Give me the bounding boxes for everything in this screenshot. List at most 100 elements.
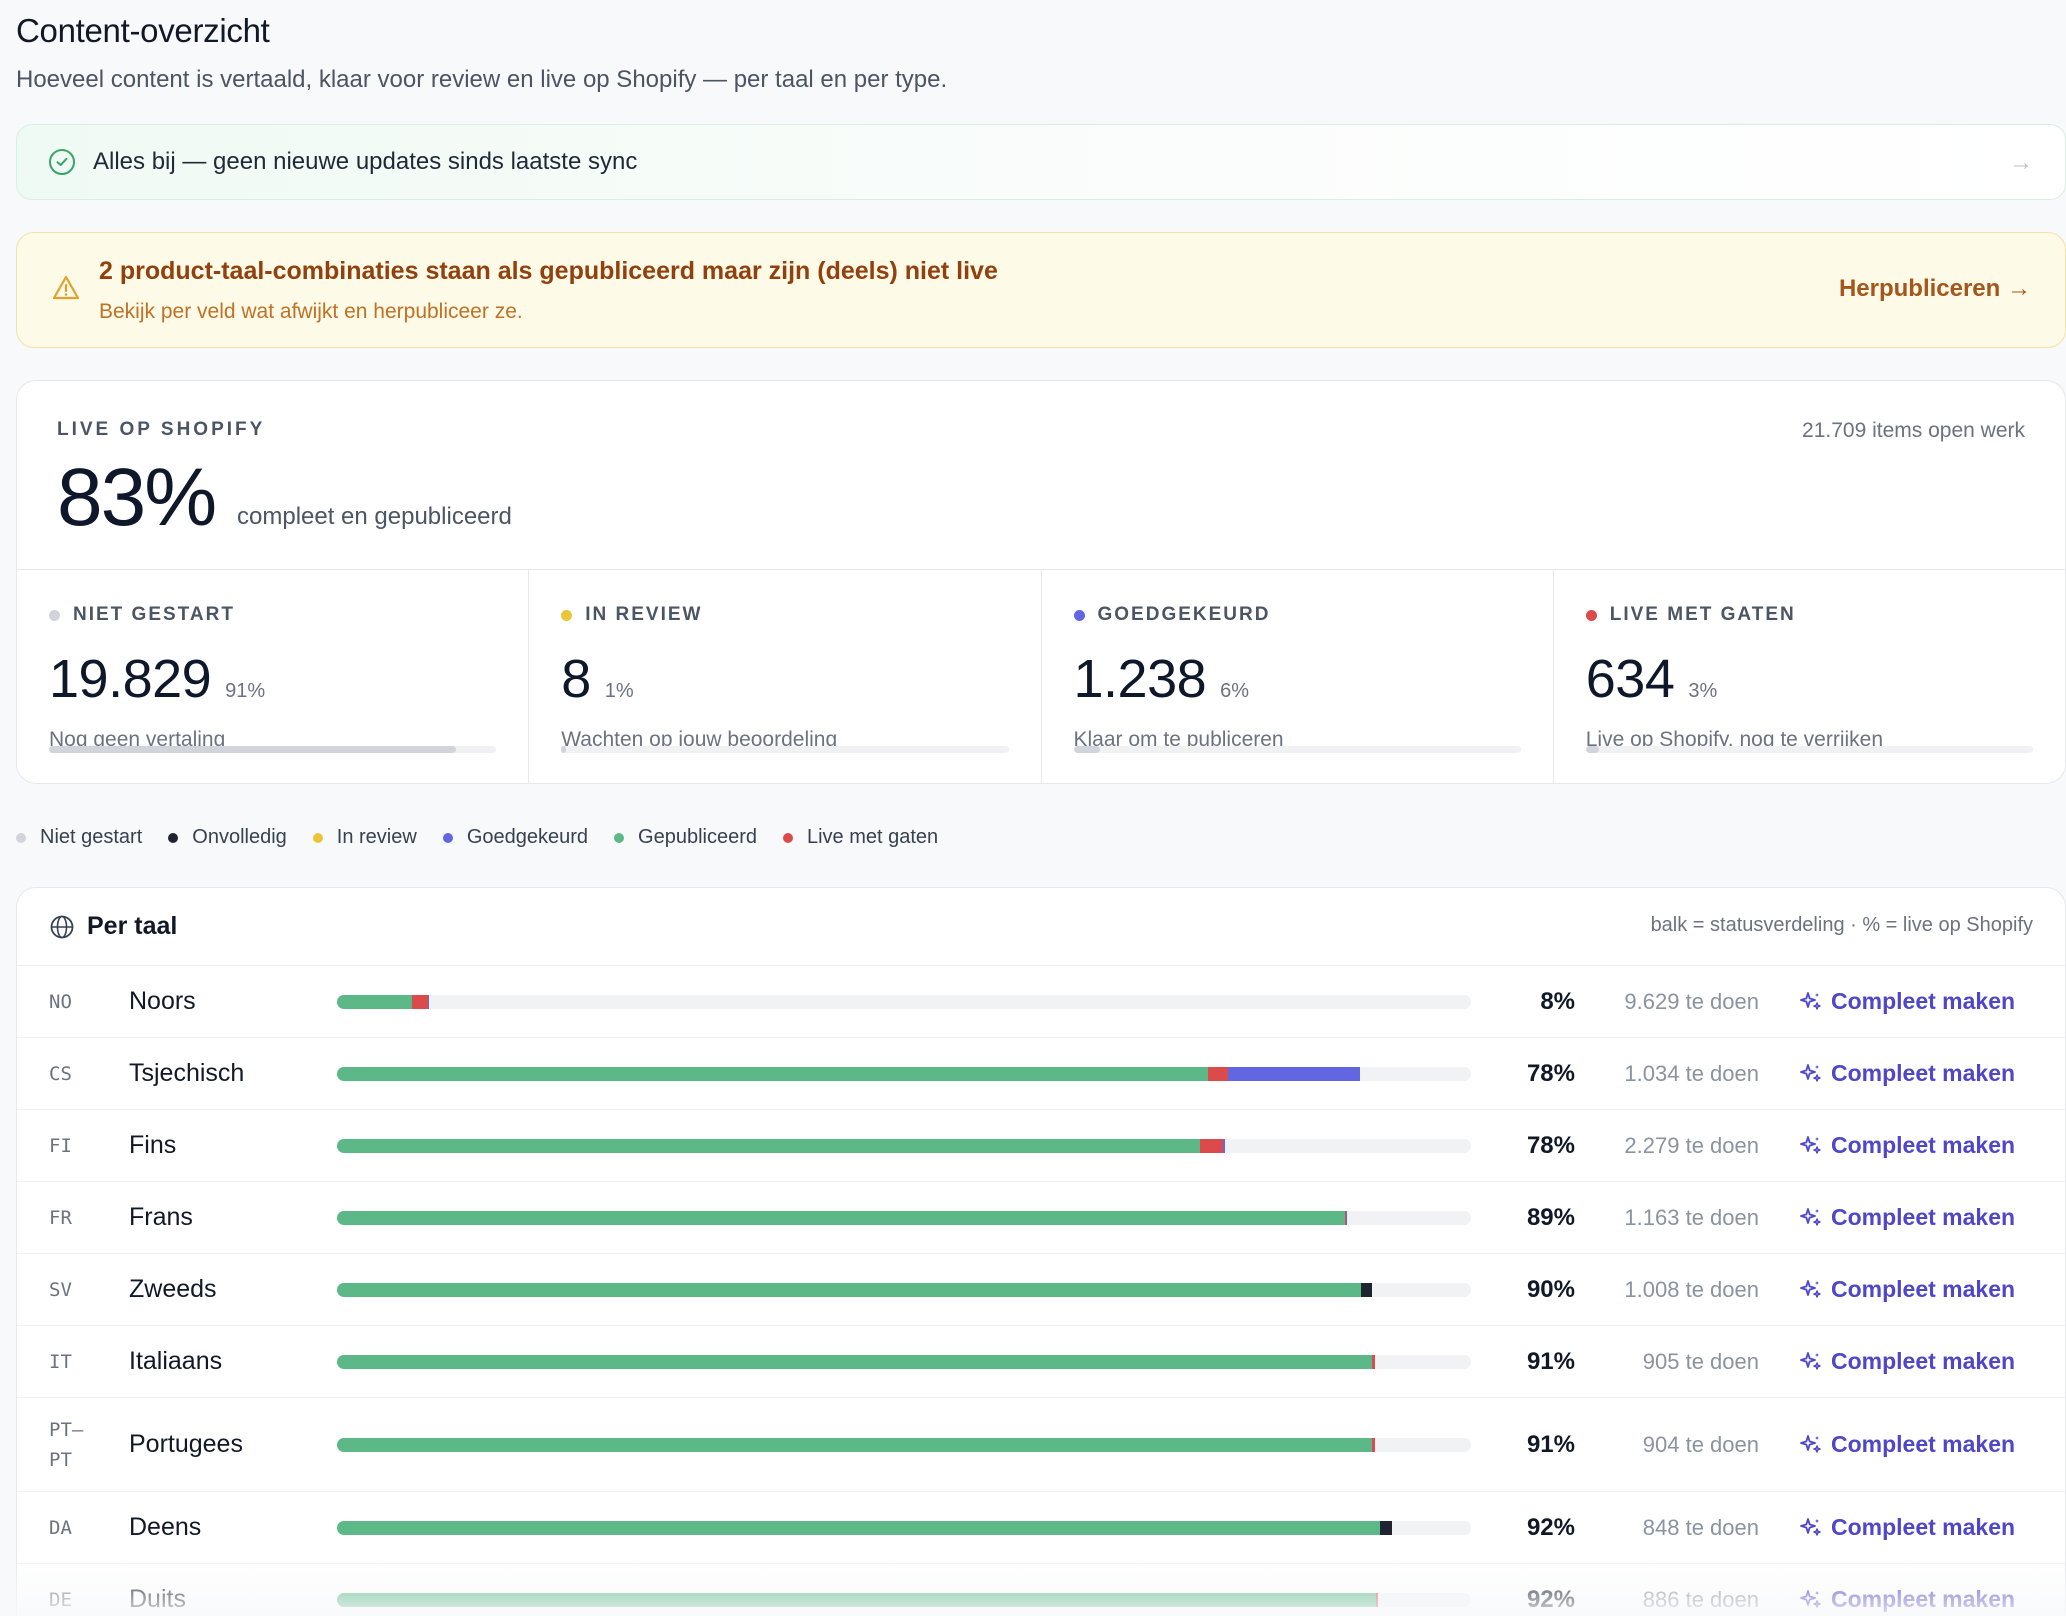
todo-count: 886 te doen — [1642, 1586, 1759, 1612]
stat-description: Nog geen vertaling — [49, 728, 226, 751]
approved-segment — [1346, 1210, 1348, 1225]
sparkle-icon — [1799, 1516, 1831, 1540]
complete-button[interactable]: Compleet maken — [1799, 1514, 2015, 1541]
complete-button[interactable]: Compleet maken — [1799, 1348, 2015, 1375]
complete-button[interactable]: Compleet maken — [1799, 1586, 2015, 1613]
status-dot-icon — [49, 609, 60, 621]
legend-label: Gepubliceerd — [638, 826, 757, 848]
complete-button-label: Compleet maken — [1831, 1204, 2016, 1230]
complete-button-label: Compleet maken — [1831, 1586, 2016, 1612]
legend-label: Onvolledig — [192, 826, 287, 848]
published-segment — [337, 994, 412, 1009]
language-name: Frans — [129, 1203, 193, 1231]
stat-number: 1.238 6% — [1074, 648, 1521, 710]
gaps-segment — [1375, 1592, 1378, 1607]
live-percentage: 78% — [1526, 1131, 1575, 1159]
legend-item: Niet gestart — [16, 826, 142, 849]
incomplete-segment — [1361, 1282, 1373, 1297]
language-code: DE — [49, 1588, 72, 1611]
complete-button[interactable]: Compleet maken — [1799, 1060, 2015, 1087]
complete-button[interactable]: Compleet maken — [1799, 1276, 2015, 1303]
stat-progress-track — [1585, 746, 2033, 753]
stat-description: Klaar om te publiceren — [1073, 728, 1284, 751]
live-on-shopify-card: LIVE OP SHOPIFY 83% compleet en gepublic… — [16, 380, 2066, 784]
complete-button[interactable]: Compleet maken — [1799, 1431, 2015, 1458]
complete-button-label: Compleet maken — [1831, 1276, 2016, 1302]
language-row: CS Tsjechisch 78% 1.034 te doen Compleet mak… — [17, 1038, 2065, 1110]
live-percentage: 78% — [1526, 1059, 1575, 1087]
stat-label: GOEDGEKEURD — [1073, 604, 1521, 626]
stat-label: NIET GESTART — [49, 604, 496, 626]
legend-item: Live met gaten — [782, 826, 938, 849]
legend-dot-icon — [168, 832, 179, 843]
stat-label-text: NIET GESTART — [73, 604, 235, 625]
language-row: FR Frans 89% 1.163 te doen Compleet maken — [17, 1182, 2065, 1254]
language-name: Tsjechisch — [129, 1059, 245, 1087]
stat-card: NIET GESTART 19.829 91% Nog geen vertaling — [17, 570, 530, 783]
per-language-heading: Per taal — [87, 912, 178, 940]
legend-dot-icon — [16, 832, 26, 843]
language-row: FI Fins 78% 2.279 te doen Compleet maken — [17, 1110, 2065, 1182]
content-overview-page: Content-overzicht Hoeveel content is ver… — [16, 0, 2066, 1616]
stat-progress-fill — [1073, 746, 1101, 753]
approved-segment — [1222, 1138, 1225, 1153]
stat-card: GOEDGEKEURD 1.238 6% Klaar om te publiceren — [1042, 570, 1554, 783]
stat-value: 634 — [1585, 649, 1675, 709]
language-code: FI — [49, 1134, 72, 1157]
stat-value: 19.829 — [49, 649, 212, 709]
published-segment — [337, 1437, 1373, 1452]
sparkle-icon — [1799, 1588, 1831, 1612]
complete-button-label: Compleet maken — [1831, 1060, 2016, 1086]
stat-label-text: LIVE MET GATEN — [1609, 604, 1796, 625]
republish-button[interactable]: Herpubliceren → — [1839, 275, 2031, 303]
complete-button[interactable]: Compleet maken — [1799, 1204, 2015, 1231]
complete-button-label: Compleet maken — [1831, 1132, 2016, 1158]
globe-icon — [50, 915, 74, 938]
sparkle-icon — [1799, 1350, 1831, 1374]
language-code: FR — [49, 1206, 72, 1229]
complete-button-label: Compleet maken — [1831, 1348, 2016, 1374]
todo-count: 905 te doen — [1642, 1348, 1759, 1374]
warning-subtitle: Bekijk per veld wat afwijkt en herpublic… — [99, 299, 523, 323]
legend-label: Niet gestart — [40, 826, 143, 848]
language-row: DA Deens 92% 848 te doen Compleet maken — [17, 1492, 2065, 1564]
sparkle-icon — [1799, 1278, 1831, 1302]
gaps-segment — [1199, 1138, 1223, 1153]
published-segment — [337, 1282, 1361, 1297]
status-distribution-bar — [337, 1138, 1471, 1153]
unpublished-warning-banner: 2 product-taal-combinaties staan als gep… — [16, 232, 2066, 348]
language-row: PT– PT Portugees 91% 904 te doen Compleet mak… — [17, 1398, 2065, 1492]
language-code: CS — [49, 1062, 72, 1085]
status-distribution-bar — [337, 1520, 1471, 1535]
language-code: DA — [49, 1516, 72, 1539]
per-language-hint: balk = statusverdeling · % = live op Sho… — [1650, 914, 2033, 936]
complete-button[interactable]: Compleet maken — [1799, 988, 2015, 1015]
status-distribution-bar — [337, 1354, 1471, 1369]
gaps-segment — [1372, 1437, 1375, 1452]
live-percentage: 92% — [1526, 1513, 1575, 1541]
stat-number: 8 1% — [561, 648, 1008, 710]
approved-segment — [1228, 1066, 1360, 1081]
warning-triangle-icon — [52, 275, 80, 300]
complete-button-label: Compleet maken — [1831, 1514, 2016, 1540]
language-code: IT — [49, 1350, 72, 1373]
arrow-right-icon[interactable]: → — [2009, 149, 2033, 176]
language-name: Italiaans — [129, 1347, 223, 1375]
sparkle-icon — [1799, 990, 1831, 1014]
sparkle-icon — [1799, 1206, 1831, 1230]
status-dot-icon — [1073, 609, 1085, 621]
page-subtitle: Hoeveel content is vertaald, klaar voor … — [16, 66, 948, 93]
status-distribution-bar — [337, 1210, 1471, 1225]
live-note: compleet en gepubliceerd — [237, 503, 512, 530]
open-work-count: 21.709 items open werk — [1802, 419, 2025, 442]
stat-value: 1.238 — [1073, 649, 1207, 709]
language-code: SV — [49, 1278, 72, 1301]
complete-button[interactable]: Compleet maken — [1799, 1132, 2015, 1159]
sync-status-banner[interactable]: Alles bij — geen nieuwe updates sinds la… — [16, 124, 2066, 200]
stat-label: LIVE MET GATEN — [1585, 604, 2033, 626]
language-row: IT Italiaans 91% 905 te doen Compleet maken — [17, 1326, 2065, 1398]
sync-status-text: Alles bij — geen nieuwe updates sinds la… — [93, 148, 638, 175]
published-segment — [337, 1210, 1346, 1225]
stat-progress-track — [561, 746, 1009, 753]
stat-description: Wachten op jouw beoordeling — [561, 728, 838, 751]
